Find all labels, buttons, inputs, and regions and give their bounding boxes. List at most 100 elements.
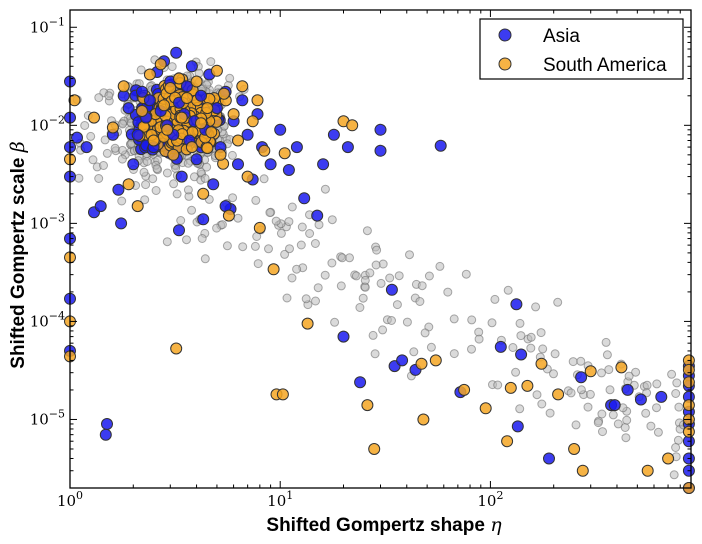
data-point-asia: [94, 200, 107, 213]
other-point: [100, 135, 110, 145]
other-point: [409, 347, 419, 357]
data-point-asia: [207, 178, 220, 191]
other-point: [287, 202, 297, 212]
data-point-south-america: [346, 119, 359, 132]
series-point-south-america: [201, 142, 214, 155]
data-point-asia: [197, 213, 210, 226]
data-point-asia: [71, 131, 83, 144]
other-point: [621, 433, 631, 443]
data-point-asia: [190, 153, 203, 166]
other-point: [297, 222, 307, 232]
other-point: [94, 93, 104, 103]
data-point-asia: [655, 390, 668, 403]
other-point: [176, 216, 186, 225]
other-point: [671, 443, 681, 452]
other-point: [282, 293, 292, 303]
data-point-south-america: [278, 147, 291, 160]
data-point-south-america: [117, 80, 130, 93]
other-point: [225, 73, 235, 83]
other-point: [515, 404, 525, 414]
other-point: [264, 244, 273, 254]
data-point-south-america: [429, 354, 442, 367]
other-point: [296, 240, 306, 250]
data-point-asia: [232, 158, 244, 171]
other-point: [608, 410, 618, 420]
data-point-south-america: [68, 94, 81, 107]
data-point-asia: [511, 420, 524, 433]
other-point: [330, 317, 340, 327]
data-point-south-america: [195, 117, 207, 130]
other-point: [233, 213, 243, 223]
x-tick-label: 101: [267, 489, 293, 510]
other-point: [503, 285, 513, 295]
other-point: [102, 148, 112, 158]
x-axis-label-symbol: η: [490, 514, 502, 536]
data-point-south-america: [584, 365, 597, 378]
other-point: [227, 150, 237, 160]
other-point: [197, 234, 207, 243]
other-point: [653, 427, 663, 437]
data-point-south-america: [106, 121, 119, 134]
data-point-asia: [195, 89, 207, 102]
other-point: [327, 215, 337, 225]
data-point-south-america: [218, 87, 230, 100]
legend-marker-asia: [498, 28, 512, 42]
data-point-asia: [143, 94, 156, 107]
data-point-south-america: [147, 134, 160, 147]
other-point: [511, 367, 521, 377]
y-tick-label: 10−3: [30, 211, 65, 232]
data-point-south-america: [167, 148, 180, 161]
data-point-south-america: [190, 75, 203, 88]
other-point: [311, 296, 320, 306]
data-point-south-america: [267, 263, 280, 276]
data-point-asia: [122, 102, 135, 115]
other-point: [467, 315, 477, 325]
data-point-asia: [608, 399, 621, 412]
data-point-south-america: [368, 443, 381, 455]
other-point: [117, 154, 127, 164]
other-point: [671, 389, 681, 398]
other-point: [362, 226, 372, 236]
data-point-south-america: [682, 425, 695, 438]
data-point-asia: [180, 80, 193, 93]
data-point-south-america: [251, 94, 264, 107]
data-point-south-america: [662, 452, 675, 465]
other-point: [487, 318, 497, 328]
data-point-south-america: [143, 68, 156, 81]
y-axis-label: Shifted Gompertz scale β: [7, 141, 29, 368]
data-point-asia: [575, 371, 588, 384]
other-point: [493, 380, 503, 390]
other-point: [526, 332, 536, 342]
data-point-asia: [311, 209, 324, 222]
other-point: [531, 302, 541, 312]
data-point-south-america: [301, 317, 314, 330]
other-point: [187, 205, 197, 215]
other-point: [314, 220, 324, 230]
other-point: [402, 317, 412, 327]
other-point: [405, 250, 414, 260]
other-point: [516, 331, 526, 341]
other-point: [420, 328, 430, 338]
y-tick-label: 10−5: [30, 407, 65, 428]
other-point: [305, 229, 315, 238]
other-point: [378, 325, 388, 335]
series-points-layer: [64, 46, 695, 494]
other-point: [253, 259, 263, 269]
data-point-asia: [264, 158, 277, 171]
other-point: [104, 91, 114, 101]
other-point: [532, 390, 542, 400]
data-point-asia: [101, 418, 113, 430]
other-point: [320, 184, 330, 194]
other-point: [467, 344, 476, 354]
other-point: [276, 228, 286, 238]
other-point: [284, 217, 294, 227]
data-point-south-america: [136, 105, 148, 117]
data-point-asia: [236, 94, 249, 107]
other-point: [217, 220, 227, 230]
other-point: [674, 402, 684, 412]
other-point: [110, 143, 120, 153]
other-point: [597, 368, 606, 378]
data-point-south-america: [535, 357, 548, 370]
data-point-asia: [621, 383, 634, 396]
